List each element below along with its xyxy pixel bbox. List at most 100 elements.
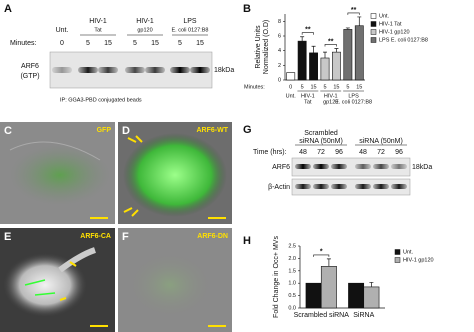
- y-tick-label: 2: [278, 63, 281, 69]
- panel-letter: H: [243, 235, 251, 247]
- y-tick-label: 0.5: [288, 293, 296, 299]
- band-label: (GTP): [20, 73, 39, 80]
- band: [52, 67, 72, 73]
- band: [78, 67, 98, 73]
- image-c: [0, 122, 115, 224]
- band: [373, 164, 389, 169]
- group-label: HIV-1: [324, 93, 338, 99]
- legend-label: HIV-1 gp120: [379, 29, 410, 35]
- bar: [363, 286, 380, 309]
- y-tick-label: 8: [278, 19, 281, 25]
- group-label: gp120: [137, 27, 152, 33]
- significance-label: *: [320, 249, 323, 256]
- group-label: Unt.: [56, 27, 69, 34]
- band: [331, 164, 347, 169]
- significance-label: **: [351, 7, 357, 14]
- y-axis-label: Normalized (O.D): [263, 20, 270, 74]
- group-label: siRNA (50nM): [359, 138, 403, 145]
- x-tick-label: 15: [333, 84, 339, 90]
- panel-letter: A: [4, 3, 12, 15]
- legend-swatch: [370, 21, 377, 27]
- x-tick-label: 15: [311, 84, 317, 90]
- bar: [305, 282, 322, 309]
- legend-label: HIV-1 Tat: [379, 21, 402, 27]
- bar: [320, 57, 330, 81]
- band: [145, 67, 165, 73]
- y-tick-label: 2.5: [288, 243, 296, 249]
- legend-swatch: [370, 13, 377, 19]
- legend-swatch: [394, 249, 401, 255]
- y-axis-label: Fold Change in Occ+ MVs: [273, 236, 280, 318]
- image-e: [0, 228, 115, 332]
- group-label: Tat: [94, 27, 102, 33]
- bar: [348, 282, 365, 309]
- bar: [309, 52, 318, 81]
- image-label: ARF6-WT: [197, 127, 229, 134]
- caption: IP: GGA3-PBD conjugated beads: [60, 97, 142, 103]
- image-label: GFP: [97, 127, 112, 134]
- row-label: β-Actin: [268, 184, 290, 191]
- band: [313, 184, 329, 189]
- image-label: ARF6-DN: [197, 233, 228, 240]
- time-tick: 48: [299, 149, 307, 156]
- band: [373, 184, 389, 189]
- size-label: 18kDa: [412, 164, 432, 171]
- panel-letter: B: [243, 3, 251, 15]
- image-label: ARF6-CA: [80, 233, 111, 240]
- error-bar: [357, 16, 362, 26]
- y-tick-label: 4: [278, 48, 281, 54]
- image-f: [118, 228, 232, 332]
- group-label: Scrambled: [304, 130, 338, 137]
- x-axis-label: Minutes:: [244, 84, 265, 90]
- minute-label: 5: [178, 40, 182, 47]
- y-tick-label: 2.0: [288, 256, 296, 262]
- band: [295, 184, 311, 189]
- group-label: LPS: [183, 18, 197, 25]
- x-tick-label: 5: [323, 84, 326, 90]
- band: [391, 184, 407, 189]
- x-tick-label: 15: [356, 84, 362, 90]
- bar: [332, 51, 341, 81]
- band: [98, 67, 118, 73]
- legend-label: HIV-1 gp120: [403, 257, 434, 263]
- x-tick-label: Scrambled siRNA: [294, 312, 350, 319]
- significance-label: **: [305, 27, 311, 34]
- x-tick-label: 5: [301, 84, 304, 90]
- group-label: Unt.: [286, 93, 297, 99]
- bar: [354, 25, 364, 81]
- x-tick-label: 0: [289, 84, 292, 90]
- bar: [286, 72, 296, 81]
- band-label: ARF6: [21, 63, 39, 70]
- y-tick-label: 6: [278, 33, 281, 39]
- band: [391, 164, 407, 169]
- bar: [297, 40, 307, 81]
- y-axis-label: Relative Units: [255, 25, 262, 69]
- minute-label: 0: [60, 40, 64, 47]
- time-label: Time (hrs):: [253, 149, 287, 156]
- significance-bracket: [347, 12, 360, 15]
- bar: [320, 266, 337, 309]
- time-tick: 48: [359, 149, 367, 156]
- group-label: Tat: [304, 99, 312, 105]
- legend-swatch: [370, 37, 377, 43]
- image-labels: C GFP D ARF6-WT E ARF6-CA F ARF6-DN: [4, 125, 229, 243]
- group-label: HIV-1: [301, 93, 315, 99]
- time-tick: 96: [395, 149, 403, 156]
- legend-label: Unt.: [403, 249, 414, 255]
- error-bar: [345, 27, 350, 30]
- band: [355, 164, 371, 169]
- error-bar: [334, 48, 339, 53]
- x-tick-label: 5: [346, 84, 349, 90]
- minute-label: 15: [104, 40, 112, 47]
- group-label: E. coli 0127:B8: [335, 99, 372, 105]
- band: [355, 184, 371, 189]
- error-bar: [311, 45, 316, 53]
- band: [331, 184, 347, 189]
- band: [295, 164, 311, 169]
- band: [190, 67, 210, 73]
- band: [125, 67, 145, 73]
- panel-letter: D: [122, 125, 130, 137]
- panel-letter: C: [4, 125, 12, 137]
- time-tick: 72: [317, 149, 325, 156]
